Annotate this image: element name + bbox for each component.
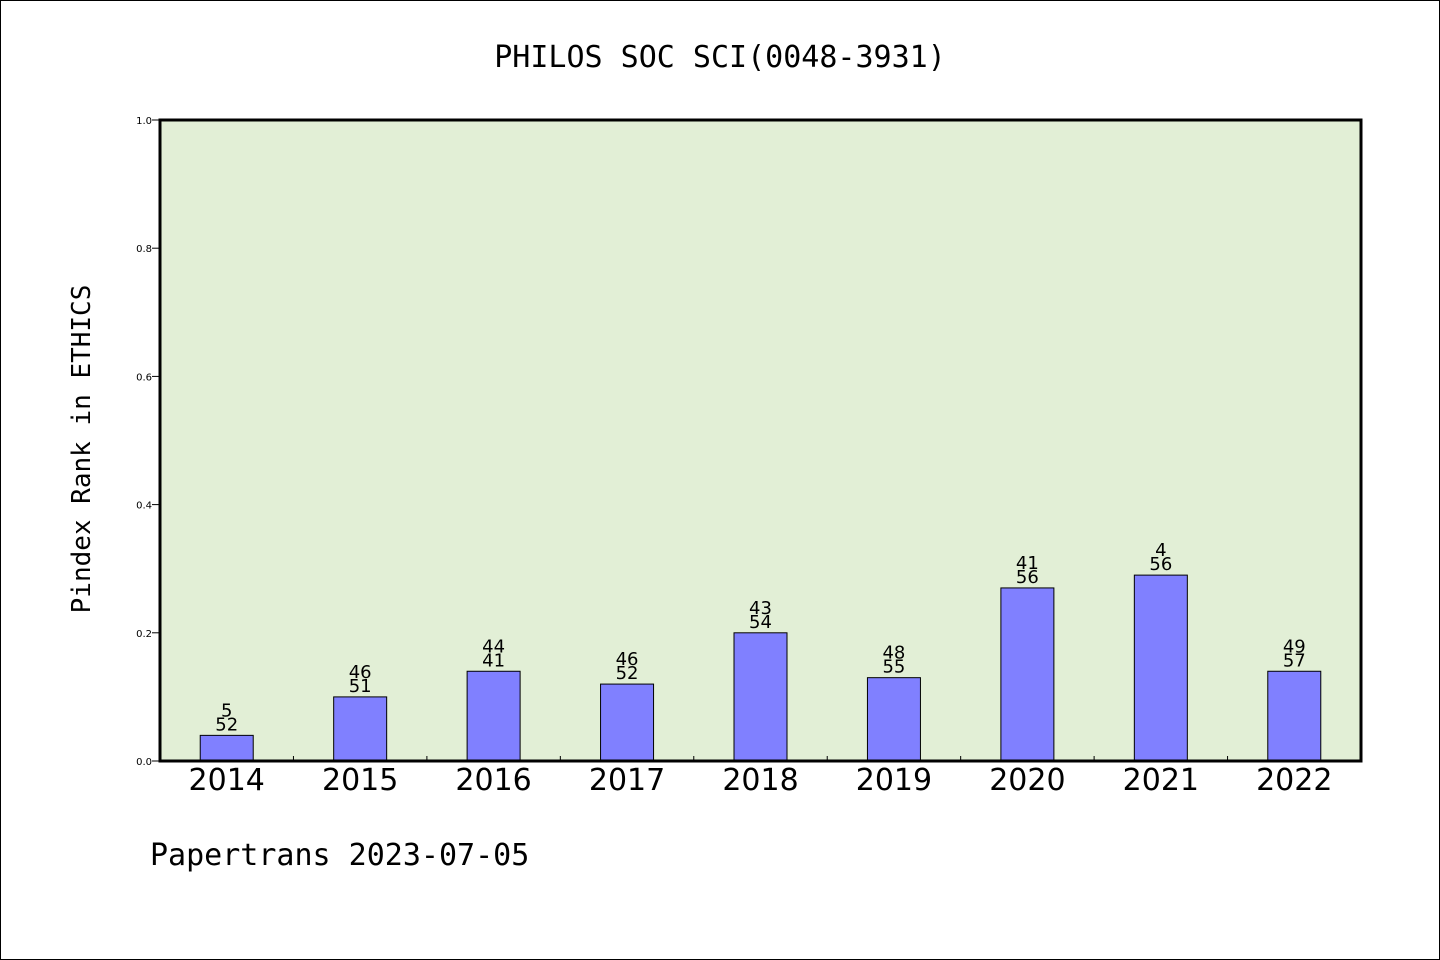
y-tick-label: 1.0 [136, 116, 152, 127]
bar [1267, 670, 1322, 762]
bar [866, 677, 921, 762]
x-tick-label: 2014 [189, 763, 265, 798]
x-tick-label: 2018 [722, 763, 798, 798]
bar-label-top: 48 [882, 643, 905, 664]
x-tick-label: 2019 [856, 763, 932, 798]
x-tick-label: 2021 [1123, 763, 1199, 798]
x-tick-label: 2015 [322, 763, 398, 798]
bar-label-bottom: 56 [1016, 567, 1039, 588]
bar-label-bottom: 52 [616, 663, 639, 684]
x-axis: 2014 2015 2016 2017 2018 2019 2020 2021 2022 [189, 756, 1332, 798]
y-axis-label: Pindex Rank in ETHICS [67, 285, 97, 614]
x-tick-label: 2016 [455, 763, 531, 798]
bar [333, 696, 388, 762]
y-tick-label: 0.0 [136, 757, 152, 768]
bar-label-bottom: 54 [749, 612, 772, 633]
y-tick-label: 0.8 [136, 244, 152, 255]
bar [733, 632, 788, 762]
bar-label-bottom: 51 [349, 676, 372, 697]
bar-label-top: 43 [749, 598, 772, 619]
plot-border [158, 118, 1363, 763]
chart-title: PHILOS SOC SCI(0048-3931) [494, 40, 946, 75]
bar-label-bottom: 57 [1283, 650, 1306, 671]
y-axis: 0.0 0.2 0.4 0.6 0.8 1.0 [136, 116, 160, 768]
bar-label-bottom: 55 [882, 657, 905, 678]
x-tick-label: 2020 [989, 763, 1065, 798]
bar [1133, 574, 1188, 762]
bar-label-top: 46 [349, 662, 372, 683]
x-tick-label: 2017 [589, 763, 665, 798]
bar-label-top: 41 [1016, 553, 1039, 574]
bar [199, 734, 254, 762]
bar [1000, 587, 1055, 762]
bar-label-bottom: 41 [482, 650, 505, 671]
bar-label-top: 49 [1283, 636, 1306, 657]
bar-label-bottom: 56 [1149, 554, 1172, 575]
bar [466, 670, 521, 762]
bar-label-top: 5 [221, 700, 232, 721]
bar [600, 683, 655, 762]
bar-label-top: 46 [616, 649, 639, 670]
footer-text: Papertrans 2023-07-05 [150, 838, 529, 873]
y-tick-label: 0.4 [136, 501, 152, 512]
y-tick-label: 0.2 [136, 629, 152, 640]
bar-label-top: 4 [1155, 540, 1166, 561]
y-tick-label: 0.6 [136, 372, 152, 383]
x-tick-label: 2022 [1256, 763, 1332, 798]
bar-label-top: 44 [482, 636, 505, 657]
bar-label-bottom: 52 [215, 714, 238, 735]
